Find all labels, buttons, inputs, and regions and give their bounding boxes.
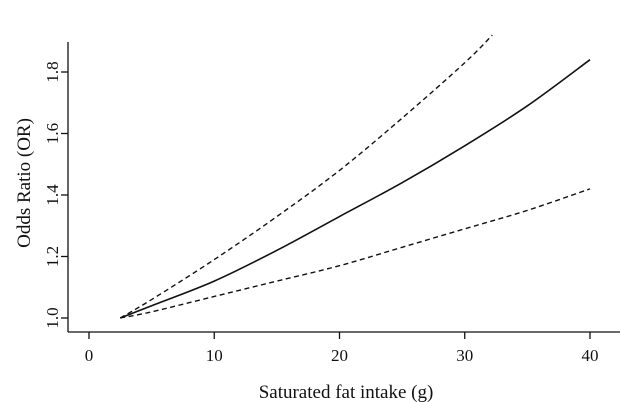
confidence-line-1: [119, 34, 493, 319]
x-axis-title: Saturated fat intake (g): [259, 382, 434, 402]
y-tick-label: 1.6: [43, 123, 62, 144]
axes: [67, 42, 620, 333]
y-axis-ticks: 1.0 1.2 1.4 1.6 1.8: [43, 61, 68, 329]
confidence-line-2: [120, 188, 591, 319]
x-tick-label: 20: [331, 346, 348, 365]
estimate-line-0: [120, 59, 591, 319]
x-tick-label: 30: [456, 346, 473, 365]
y-tick-label: 1.2: [43, 246, 62, 267]
y-tick-label: 1.4: [43, 184, 62, 206]
series-layer: [119, 34, 591, 319]
y-tick-label: 1.8: [43, 61, 62, 82]
x-tick-label: 10: [206, 346, 223, 365]
x-tick-label: 40: [582, 346, 599, 365]
x-axis-ticks: 0 10 20 30 40: [85, 332, 599, 365]
x-tick-label: 0: [85, 346, 94, 365]
y-tick-label: 1.0: [43, 307, 62, 328]
y-axis-title: Odds Ratio (OR): [14, 118, 35, 248]
